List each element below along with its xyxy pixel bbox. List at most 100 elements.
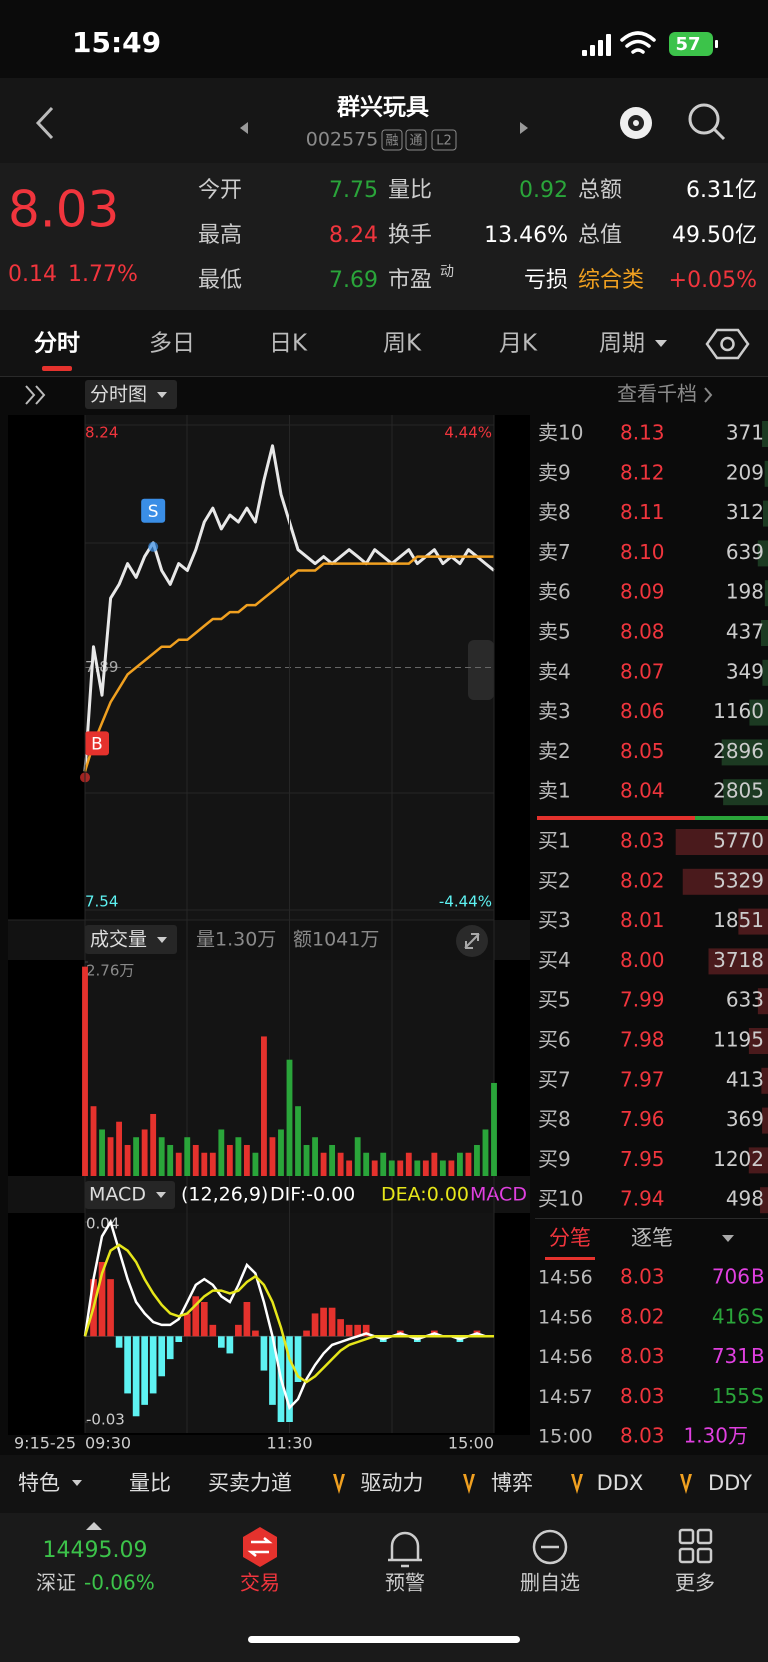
volume-title[interactable]: 成交量 <box>90 929 147 951</box>
level-label: 卖3 <box>538 699 571 723</box>
depth-bar <box>749 699 768 726</box>
level-label: 买5 <box>538 988 571 1012</box>
macd-button[interactable] <box>85 1181 175 1209</box>
level-price: 8.02 <box>620 868 665 892</box>
level-price: 7.94 <box>620 1187 665 1211</box>
fullscreen-icon[interactable] <box>456 925 488 957</box>
level-volume: 1195 <box>713 1028 764 1052</box>
indicator-item[interactable]: 买卖力道 <box>208 1471 292 1495</box>
macd-bar <box>200 1302 208 1337</box>
volume-bar <box>363 1152 370 1176</box>
tab[interactable]: 分时 <box>34 331 80 357</box>
badge <box>431 129 457 151</box>
depth-link[interactable]: 查看千档 <box>617 382 697 406</box>
volume-bar <box>439 1160 446 1176</box>
y2-tick-label: -4.44% <box>439 893 492 911</box>
trade-time: 14:56 <box>538 1306 593 1328</box>
indicator-item[interactable]: 量比 <box>129 1471 171 1495</box>
level-price: 8.03 <box>620 829 665 853</box>
tab[interactable]: 日K <box>269 331 308 357</box>
tab[interactable]: 周期 <box>599 331 645 357</box>
volume-bar <box>320 1152 327 1176</box>
dropdown-icon <box>72 1480 82 1486</box>
volume-bar <box>141 1129 148 1176</box>
indicator-item[interactable]: 特色 <box>18 1471 60 1495</box>
level-label: 卖4 <box>538 659 571 683</box>
macd-title[interactable]: MACD <box>89 1184 146 1206</box>
level-label: 买3 <box>538 908 571 932</box>
level-volume: 369 <box>726 1107 764 1131</box>
trade-tab[interactable]: 分笔 <box>549 1226 591 1250</box>
volume-bar <box>124 1144 131 1176</box>
settings-icon[interactable] <box>705 328 750 360</box>
volume-value: 量1.30万 <box>196 929 276 951</box>
indicator-item[interactable]: 驱动力 <box>361 1471 424 1495</box>
volume-bar <box>337 1152 344 1176</box>
nav-item[interactable]: 交易 <box>240 1571 280 1595</box>
volume-bar <box>456 1152 463 1176</box>
stat-label: 换手 <box>388 223 432 248</box>
index-expand[interactable] <box>86 1522 102 1530</box>
depth-bar <box>764 580 768 607</box>
volume-bar <box>329 1144 336 1176</box>
tab[interactable]: 多日 <box>149 331 195 357</box>
volume-bar <box>252 1152 259 1176</box>
level-price: 8.00 <box>620 948 665 972</box>
macd-bar <box>345 1324 353 1337</box>
mode-button[interactable] <box>85 380 177 409</box>
dropdown-icon[interactable] <box>722 1235 734 1242</box>
depth-bar <box>738 908 768 935</box>
stat-value: 6.31亿 <box>686 178 757 203</box>
v-icons <box>333 1474 692 1494</box>
level-label: 买4 <box>538 948 571 972</box>
index-name: 深证 <box>36 1571 76 1595</box>
stat-value: 7.75 <box>329 178 378 203</box>
level-volume: 1851 <box>713 908 764 932</box>
depth-bar <box>708 948 768 975</box>
level-volume: 312 <box>726 500 764 524</box>
macd-bar <box>124 1336 131 1394</box>
trade-price: 8.03 <box>620 1344 665 1368</box>
depth-bar <box>757 988 768 1015</box>
level-volume: 198 <box>726 580 764 604</box>
expand-icon[interactable] <box>25 385 46 405</box>
stock-code: 002575 <box>306 129 379 151</box>
nav-item[interactable]: 更多 <box>675 1571 715 1595</box>
more-icon[interactable] <box>678 1528 713 1564</box>
depth-bar <box>763 500 768 527</box>
back-button[interactable] <box>35 106 54 140</box>
volume-bar <box>167 1144 174 1176</box>
trade-time: 14:57 <box>538 1386 593 1408</box>
level-price: 8.09 <box>620 580 665 604</box>
volume-button[interactable] <box>85 925 177 954</box>
level-price: 8.04 <box>620 779 665 803</box>
level-price: 7.97 <box>620 1067 665 1091</box>
indicator-item[interactable]: DDY <box>708 1471 752 1495</box>
volume-bar <box>261 1036 267 1176</box>
nav-item[interactable]: 删自选 <box>520 1571 580 1595</box>
tab[interactable]: 月K <box>499 331 538 357</box>
volume-bar <box>388 1160 395 1176</box>
indicator-item[interactable]: 博弈 <box>491 1471 533 1495</box>
level-price: 7.96 <box>620 1107 665 1131</box>
depth-bar <box>675 829 768 855</box>
alert-icon[interactable] <box>388 1531 422 1568</box>
volume-bar <box>90 1106 97 1176</box>
trade-tab[interactable]: 逐笔 <box>631 1226 673 1250</box>
search-icon[interactable] <box>688 103 726 141</box>
side-handle[interactable] <box>468 640 494 700</box>
indicator-item[interactable]: DDX <box>597 1471 644 1495</box>
remove-icon[interactable] <box>532 1529 568 1565</box>
tab[interactable]: 周K <box>383 331 422 357</box>
nav-item[interactable]: 预警 <box>385 1571 425 1595</box>
badge-label: 通 <box>409 134 422 149</box>
robot-icon[interactable] <box>620 107 652 139</box>
level-volume: 5329 <box>713 868 764 892</box>
trade-icon[interactable] <box>243 1527 277 1567</box>
volume-bar <box>303 1144 310 1176</box>
depth-bar <box>762 421 768 447</box>
trade-marker <box>141 498 166 523</box>
stat-value: 亏损 <box>524 268 568 293</box>
tab-bar <box>0 310 768 376</box>
chart-mode[interactable]: 分时图 <box>90 384 147 406</box>
